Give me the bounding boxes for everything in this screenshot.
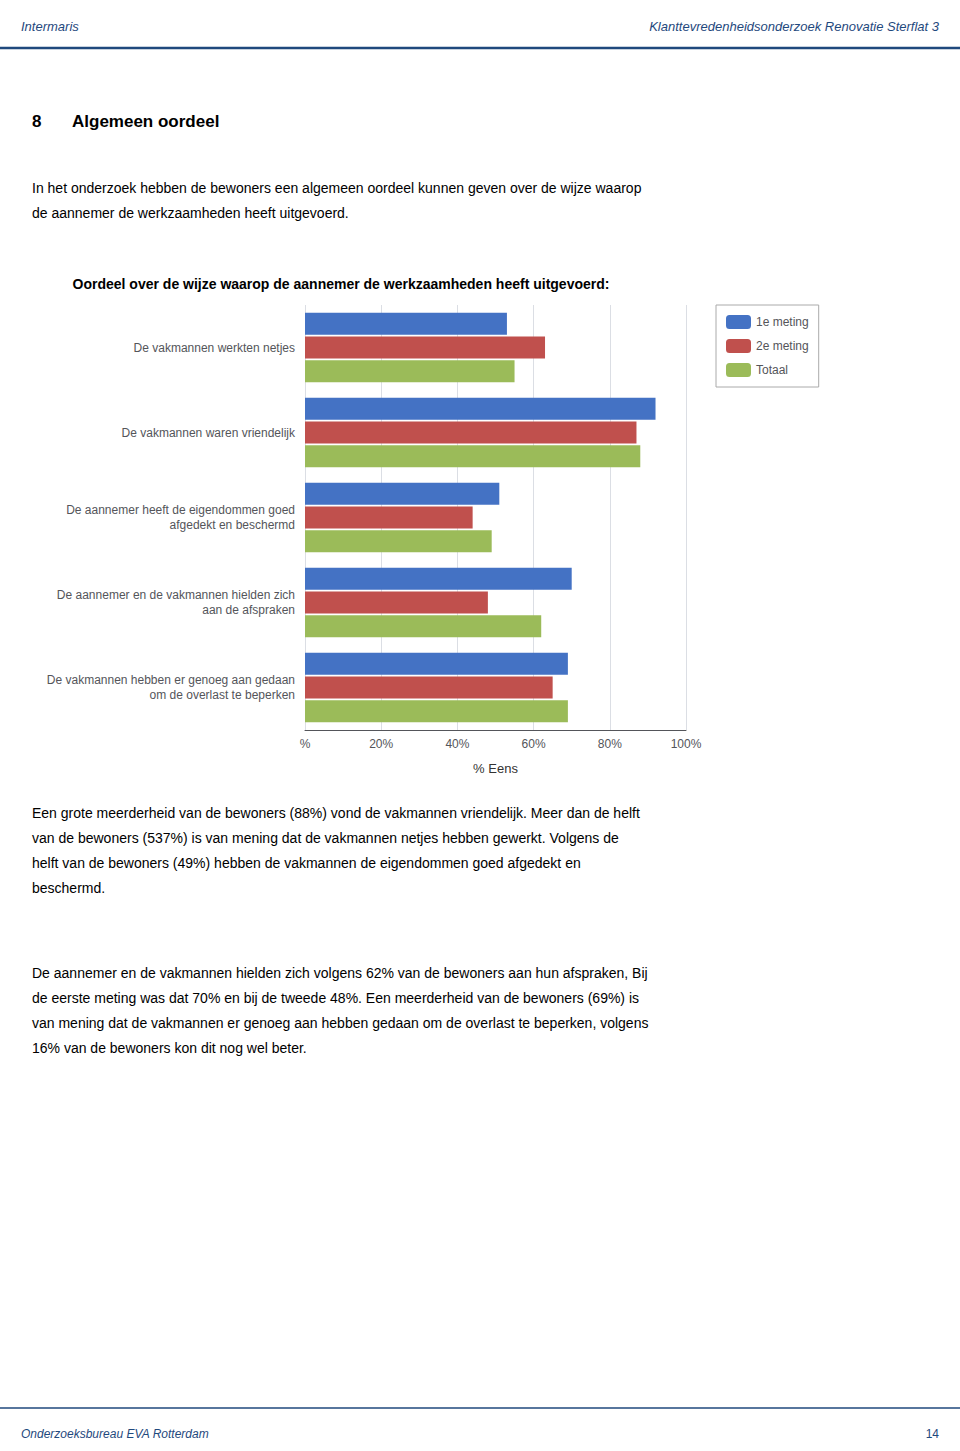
- svg-text:de eerste meting was dat 70% e: de eerste meting was dat 70% en bij de t…: [32, 990, 639, 1006]
- svg-text:Onderzoeksbureau EVA Rotterdam: Onderzoeksbureau EVA Rotterdam: [21, 1427, 209, 1441]
- svg-text:60%: 60%: [522, 737, 546, 751]
- svg-text:Totaal: Totaal: [756, 363, 788, 377]
- svg-text:In het onderzoek hebben de bew: In het onderzoek hebben de bewoners een …: [32, 180, 642, 196]
- svg-text:van de bewoners (537%) is van: van de bewoners (537%) is van mening dat…: [32, 830, 619, 846]
- svg-text:van mening dat de vakmannen er: van mening dat de vakmannen er genoeg aa…: [32, 1015, 648, 1031]
- svg-text:Een grote meerderheid van de b: Een grote meerderheid van de bewoners (8…: [32, 805, 640, 821]
- svg-text:16% van de bewoners kon dit no: 16% van de bewoners kon dit nog wel bete…: [32, 1040, 307, 1056]
- svg-text:% Eens: % Eens: [473, 761, 518, 776]
- svg-text:8: 8: [32, 112, 41, 131]
- svg-text:40%: 40%: [445, 737, 469, 751]
- svg-text:Intermaris: Intermaris: [21, 19, 79, 34]
- svg-text:%: %: [300, 737, 311, 751]
- svg-text:om de overlast te beperken: om de overlast te beperken: [150, 688, 295, 702]
- svg-text:80%: 80%: [598, 737, 622, 751]
- svg-text:Klanttevredenheidsonderzoek Re: Klanttevredenheidsonderzoek Renovatie St…: [649, 19, 940, 34]
- svg-text:aan de afspraken: aan de afspraken: [202, 603, 295, 617]
- svg-text:de aannemer de werkzaamheden h: de aannemer de werkzaamheden heeft uitge…: [32, 205, 349, 221]
- svg-text:14: 14: [926, 1427, 940, 1441]
- svg-text:afgedekt en beschermd: afgedekt en beschermd: [170, 518, 295, 532]
- svg-text:De aannemer heeft de eigendomm: De aannemer heeft de eigendommen goed: [66, 503, 295, 517]
- svg-text:2e meting: 2e meting: [756, 339, 809, 353]
- svg-text:De aannemer en de vakmannen hi: De aannemer en de vakmannen hielden zich: [57, 588, 295, 602]
- svg-text:De vakmannen waren vriendelijk: De vakmannen waren vriendelijk: [122, 426, 296, 440]
- svg-text:20%: 20%: [369, 737, 393, 751]
- svg-text:100%: 100%: [671, 737, 702, 751]
- svg-text:De vakmannen werkten netjes: De vakmannen werkten netjes: [134, 341, 295, 355]
- svg-text:Algemeen oordeel: Algemeen oordeel: [72, 112, 219, 131]
- svg-text:helft van de bewoners (49%) he: helft van de bewoners (49%) hebben de va…: [32, 855, 581, 871]
- svg-text:De aannemer en de vakmannen hi: De aannemer en de vakmannen hielden zich…: [32, 965, 648, 981]
- svg-text:De vakmannen hebben er genoeg: De vakmannen hebben er genoeg aan gedaan: [47, 673, 295, 687]
- svg-text:1e meting: 1e meting: [756, 315, 809, 329]
- svg-text:beschermd.: beschermd.: [32, 880, 105, 896]
- svg-text:Oordeel over de wijze waarop d: Oordeel over de wijze waarop de aannemer…: [73, 276, 610, 292]
